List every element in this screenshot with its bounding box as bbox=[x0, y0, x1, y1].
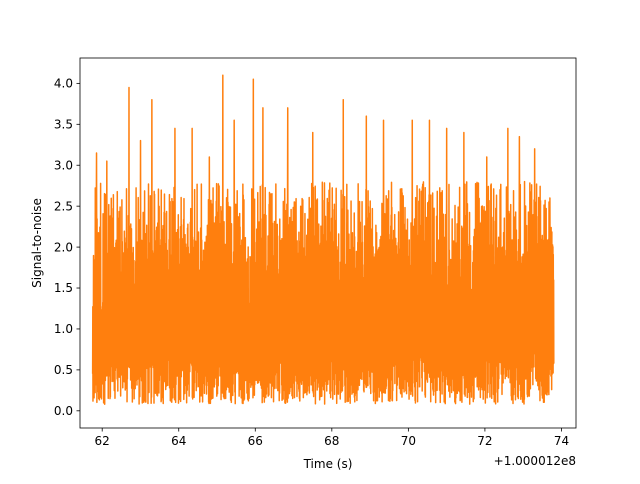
y-tick-label: 1.5 bbox=[54, 281, 73, 295]
snr-series-line bbox=[91, 74, 555, 405]
x-tick-label: 64 bbox=[171, 434, 186, 448]
y-tick-label: 0.0 bbox=[54, 404, 73, 418]
x-tick-label: 74 bbox=[554, 434, 569, 448]
x-tick-label: 70 bbox=[401, 434, 416, 448]
x-axis: 62 64 66 68 70 72 74 bbox=[95, 428, 569, 448]
series-layer bbox=[91, 74, 555, 405]
x-tick-label: 66 bbox=[248, 434, 263, 448]
y-axis: 0.0 0.5 1.0 1.5 2.0 2.5 3.0 3.5 4.0 bbox=[54, 77, 80, 418]
y-tick-label: 4.0 bbox=[54, 77, 73, 91]
y-tick-label: 2.5 bbox=[54, 199, 73, 213]
x-tick-label: 62 bbox=[95, 434, 110, 448]
x-tick-label: 68 bbox=[324, 434, 339, 448]
x-tick-label: 72 bbox=[477, 434, 492, 448]
y-tick-label: 1.0 bbox=[54, 322, 73, 336]
y-tick-label: 3.5 bbox=[54, 118, 73, 132]
x-axis-label: Time (s) bbox=[303, 457, 353, 471]
y-tick-label: 0.5 bbox=[54, 363, 73, 377]
x-offset-label: +1.000012e8 bbox=[494, 454, 576, 468]
y-tick-label: 2.0 bbox=[54, 240, 73, 254]
y-axis-label: Signal-to-noise bbox=[30, 198, 44, 288]
y-tick-label: 3.0 bbox=[54, 158, 73, 172]
plot-frame bbox=[79, 57, 577, 429]
